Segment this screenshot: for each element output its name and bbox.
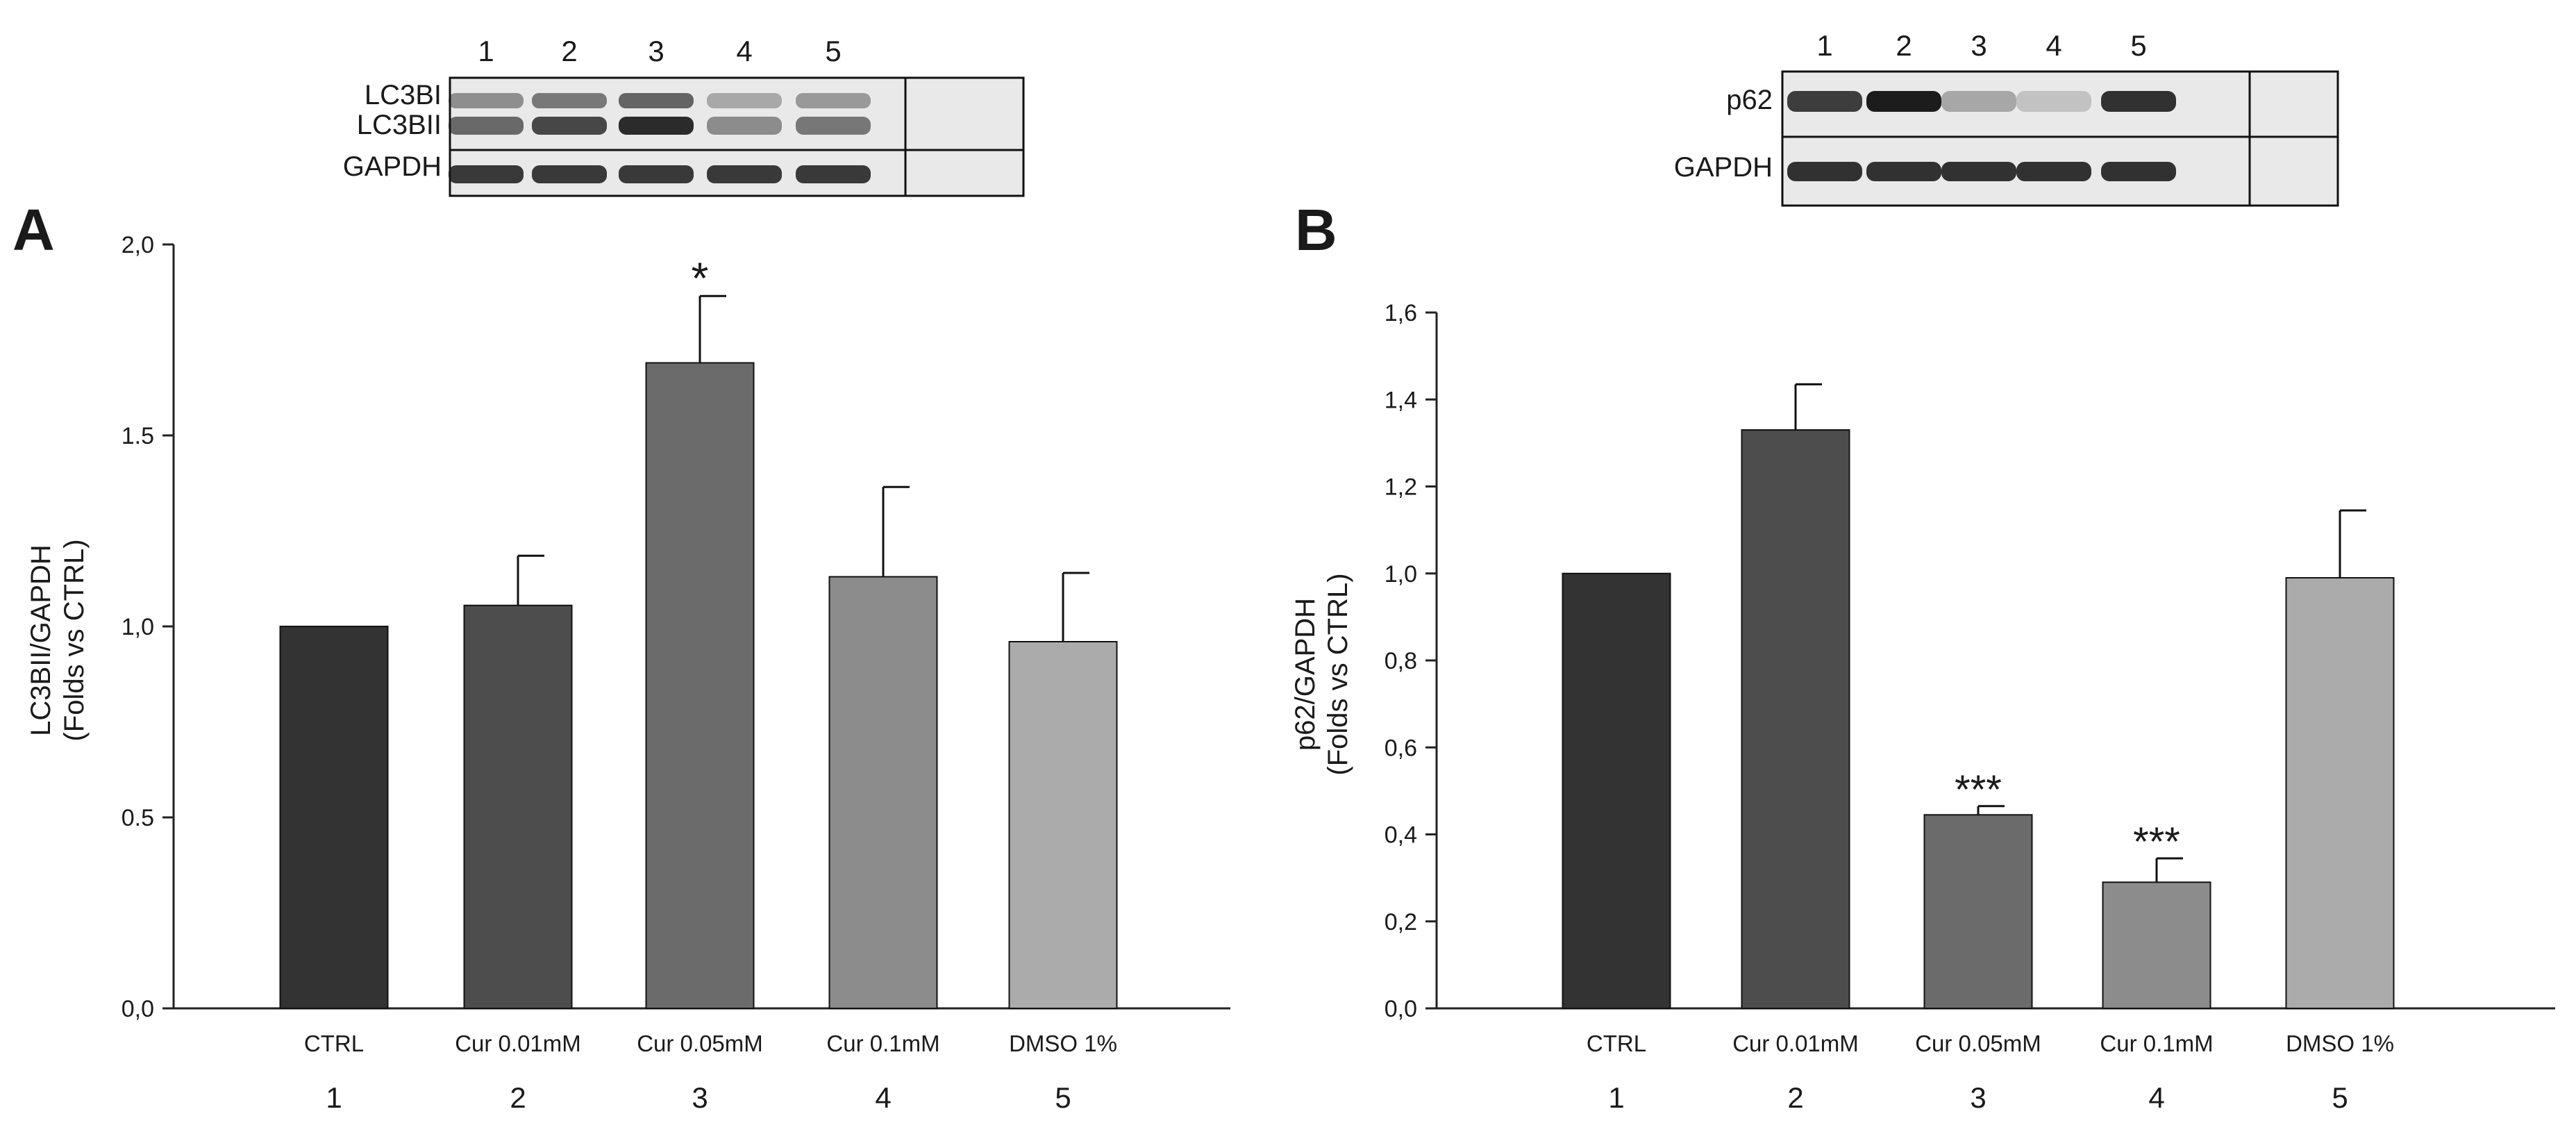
category-label: DMSO 1% <box>1009 1031 1117 1056</box>
blot-row-label: p62 <box>1726 85 1773 115</box>
significance-marker: *** <box>2133 819 2180 865</box>
bar <box>645 362 755 1009</box>
blot-band-gapdh <box>707 165 782 183</box>
panel-a: A 0,0 0.5 1,0 1.5 2,0 LC3BII/GAPDH (Folds vs CT… <box>12 35 1230 1114</box>
blot-row-label: LC3BI <box>365 80 442 110</box>
blot-band-gapdh <box>796 165 871 183</box>
lane-number: 1 <box>326 1081 342 1114</box>
blot-row-label: GAPDH <box>1674 152 1773 183</box>
panel-label: A <box>12 197 55 263</box>
bar <box>828 576 938 1009</box>
blot-band-p62 <box>1866 91 1941 112</box>
category-label: CTRL <box>304 1031 364 1056</box>
y-tick-label: 0,8 <box>1385 648 1417 674</box>
blot-band-p62 <box>1787 91 1862 112</box>
y-axis-subtitle: (Folds vs CTRL) <box>1323 573 1353 775</box>
bar <box>1008 641 1118 1009</box>
y-axis-subtitle: (Folds vs CTRL) <box>59 539 90 741</box>
blot-band-p62 <box>2101 91 2176 112</box>
lane-number: 5 <box>1055 1081 1071 1114</box>
blot-band-gapdh <box>1941 162 2016 181</box>
bar <box>1923 814 2033 1009</box>
blot-band-gapdh <box>2016 162 2091 181</box>
significance-marker: * <box>692 253 709 303</box>
category-label: Cur 0.05mM <box>637 1031 763 1056</box>
blot-lane-number: 1 <box>1816 29 1832 62</box>
bar <box>1741 429 1850 1009</box>
blot-band-lc3bi <box>449 93 524 108</box>
blot-band-gapdh <box>1866 162 1941 181</box>
y-tick-label: 1.5 <box>122 423 154 449</box>
panel-b: B 0,0 0,2 0,4 0,6 0,8 1,0 1,2 1,4 1,6 p62/GAPDH (Fo… <box>1290 29 2555 1114</box>
y-tick-label: 0,6 <box>1385 735 1417 761</box>
category-label: Cur 0.1mM <box>2100 1031 2213 1056</box>
lane-number: 4 <box>875 1081 891 1114</box>
y-tick-label: 0,4 <box>1385 822 1417 849</box>
category-label: Cur 0.01mM <box>455 1031 581 1056</box>
blot-lane-number: 5 <box>2130 29 2146 62</box>
lane-number: 3 <box>692 1081 708 1114</box>
bar <box>1562 572 1671 1009</box>
y-axis-title: p62/GAPDH <box>1290 598 1321 751</box>
blot-row-label: LC3BII <box>357 110 442 140</box>
category-label: DMSO 1% <box>2286 1031 2394 1056</box>
category-label: CTRL <box>1587 1031 1646 1056</box>
lane-number: 2 <box>1787 1081 1803 1114</box>
blot-band-gapdh <box>619 165 694 183</box>
blot-lane-number: 5 <box>825 35 841 67</box>
panel-label: B <box>1295 197 1337 263</box>
y-tick-label: 1,4 <box>1385 387 1417 413</box>
bar <box>279 626 389 1009</box>
blot-band-lc3bi <box>619 93 694 108</box>
blot-lane-number: 2 <box>1896 29 1912 62</box>
blot-lane-number: 4 <box>736 35 752 67</box>
category-label: Cur 0.1mM <box>826 1031 939 1056</box>
lane-number: 2 <box>510 1081 526 1114</box>
blot-lane-number: 1 <box>478 35 494 67</box>
lane-number: 5 <box>2332 1081 2348 1114</box>
blot-band-p62 <box>2016 91 2091 112</box>
blot-band-p62 <box>1941 91 2016 112</box>
y-axis-title: LC3BII/GAPDH <box>26 544 56 736</box>
y-tick-label: 0,2 <box>1385 909 1417 935</box>
blot-band-gapdh <box>1787 162 1862 181</box>
blot-band-lc3bii <box>707 117 782 135</box>
blot-band-lc3bi <box>532 93 607 108</box>
western-blot: 1 2 3 4 5 p62 GAPDH <box>1674 29 2339 207</box>
lane-number: 4 <box>2148 1081 2164 1114</box>
blot-band-lc3bii <box>532 117 607 135</box>
blot-band-lc3bii <box>619 117 694 135</box>
blot-band-gapdh <box>532 165 607 183</box>
blot-band-gapdh <box>2101 162 2176 181</box>
y-tick-label: 1,0 <box>122 614 154 640</box>
y-tick-label: 1,2 <box>1385 474 1417 501</box>
y-tick-label: 1,0 <box>1385 561 1417 588</box>
bar <box>2285 577 2395 1009</box>
blot-lane-number: 2 <box>561 35 577 67</box>
blot-band-lc3bi <box>707 93 782 108</box>
bar <box>463 604 573 1009</box>
category-label: Cur 0.01mM <box>1732 1031 1859 1056</box>
y-tick-label: 0,0 <box>122 996 154 1022</box>
blot-band-lc3bi <box>796 93 871 108</box>
blot-lane-number: 3 <box>648 35 664 67</box>
blot-band-gapdh <box>449 165 524 183</box>
y-tick-label: 0.5 <box>122 805 154 831</box>
blot-lane-number: 4 <box>2046 29 2061 62</box>
blot-lane-number: 3 <box>1971 29 1987 62</box>
blot-band-lc3bii <box>449 117 524 135</box>
y-tick-label: 1,6 <box>1385 300 1417 326</box>
bar <box>2102 881 2211 1009</box>
y-tick-label: 0,0 <box>1385 996 1417 1022</box>
blot-band-lc3bii <box>796 117 871 135</box>
lane-number: 3 <box>1970 1081 1986 1114</box>
blot-row-label: GAPDH <box>343 151 442 182</box>
significance-marker: *** <box>1955 767 2002 813</box>
y-tick-label: 2,0 <box>122 232 154 258</box>
lane-number: 1 <box>1608 1081 1624 1114</box>
category-label: Cur 0.05mM <box>1915 1031 2041 1056</box>
